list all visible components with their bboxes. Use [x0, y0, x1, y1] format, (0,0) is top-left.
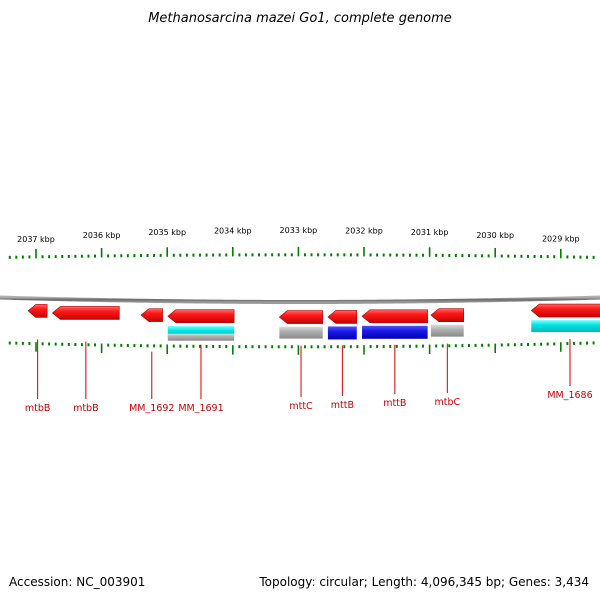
- scale-label: 2036 kbp: [83, 231, 121, 240]
- scale-label: 2037 kbp: [17, 235, 55, 244]
- scale-label: 2035 kbp: [148, 228, 186, 237]
- gene-arrow[interactable]: [361, 309, 428, 324]
- gene-label[interactable]: MM_1686: [547, 390, 592, 401]
- gene-track: [27, 303, 600, 324]
- scale-ticks: 2037 kbp 2036 kbp 2035 kbp 2034 kbp 2033 kbp…: [8, 226, 595, 355]
- gene-label[interactable]: mtbC: [434, 397, 460, 408]
- gene-arrow[interactable]: [140, 308, 163, 322]
- gray-feature-bar: [279, 326, 323, 339]
- gene-arrow[interactable]: [327, 310, 358, 324]
- gene-arrow[interactable]: [530, 303, 600, 318]
- genome-summary-text: Topology: circular; Length: 4,096,345 bp…: [258, 575, 589, 589]
- gene-label[interactable]: MM_1691: [178, 403, 223, 414]
- genome-backbone: [0, 295, 600, 304]
- gray-feature-bar: [430, 324, 464, 337]
- backbone-arc: [0, 295, 600, 304]
- blue-feature-bar: [327, 326, 357, 340]
- scale-label: 2029 kbp: [542, 235, 580, 244]
- gene-labels: mtbB mtbB MM_1692 MM_1691 mttC mttB mttB mtbC MM…: [25, 339, 593, 414]
- accession-text: Accession: NC_003901: [9, 575, 145, 589]
- gene-label[interactable]: MM_1692: [129, 403, 174, 414]
- cyan-feature-bar: [531, 320, 600, 333]
- gene-arrow[interactable]: [167, 309, 235, 324]
- gene-arrow[interactable]: [430, 308, 465, 322]
- gene-arrow[interactable]: [278, 310, 323, 324]
- scale-label: 2032 kbp: [345, 226, 383, 235]
- gene-label[interactable]: mttB: [331, 400, 354, 411]
- scale-label: 2034 kbp: [214, 226, 252, 235]
- gene-arrow[interactable]: [51, 306, 120, 320]
- scale-label: 2031 kbp: [411, 228, 449, 237]
- scale-label: 2033 kbp: [280, 226, 318, 235]
- blue-feature-bar: [362, 325, 428, 339]
- scale-label: 2030 kbp: [476, 231, 514, 240]
- gray-feature-bar: [167, 333, 235, 341]
- gene-label[interactable]: mtbB: [25, 403, 51, 414]
- feature-track: [167, 320, 600, 341]
- gene-arrow[interactable]: [27, 304, 48, 318]
- gene-label[interactable]: mtbB: [73, 403, 99, 414]
- gene-label[interactable]: mttB: [383, 398, 406, 409]
- map-title: Methanosarcina mazei Go1, complete genom…: [148, 11, 452, 26]
- gene-label[interactable]: mttC: [289, 401, 313, 412]
